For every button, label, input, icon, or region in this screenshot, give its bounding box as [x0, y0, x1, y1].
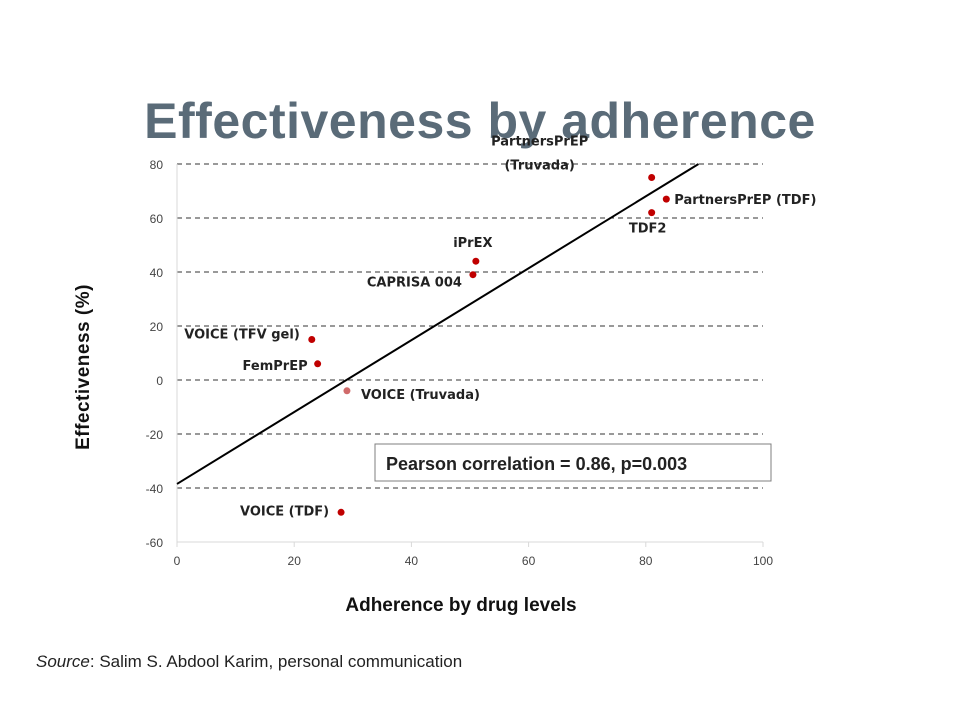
- point-label: PartnersPrEP (Truvada): [491, 135, 588, 174]
- data-point: [337, 508, 345, 516]
- point-label-line: (Truvada): [504, 159, 574, 174]
- x-tick-label: 60: [522, 554, 536, 568]
- data-point: [472, 257, 480, 265]
- y-axis-title: Effectiveness (%): [73, 284, 94, 450]
- x-tick-label: 20: [288, 554, 302, 568]
- x-tick-label: 100: [753, 554, 773, 568]
- point-label: FemPrEP: [243, 359, 308, 374]
- scatter-chart: 80 60 40 20 0 -20 -40 -60 0 20 40 60 80 100 PartnersP…: [73, 135, 816, 617]
- x-tick-label: 0: [174, 554, 181, 568]
- data-point: [662, 195, 670, 203]
- x-tick-label: 80: [639, 554, 653, 568]
- point-label: PartnersPrEP (TDF): [674, 193, 816, 208]
- slide-title: Effectiveness by adherence: [144, 92, 816, 149]
- y-tick-label: 80: [150, 158, 164, 172]
- y-tick-label: -20: [146, 428, 164, 442]
- source-line: Source: Salim S. Abdool Karim, personal …: [36, 652, 462, 672]
- trend-line: [176, 163, 700, 485]
- y-tick-label: -60: [146, 536, 164, 550]
- data-points: [308, 174, 670, 516]
- data-point: [648, 209, 656, 217]
- x-axis-title: Adherence by drug levels: [345, 595, 576, 616]
- data-point: [469, 271, 477, 279]
- grid-lines: [176, 163, 764, 547]
- source-label: Source: [36, 652, 90, 671]
- y-tick-label: -40: [146, 482, 164, 496]
- point-label: TDF2: [629, 222, 667, 237]
- point-label: iPrEX: [453, 236, 492, 251]
- data-point: [648, 174, 656, 181]
- point-labels: PartnersPrEP (Truvada) PartnersPrEP (TDF) T…: [184, 135, 816, 520]
- point-label: CAPRISA 004: [367, 276, 462, 291]
- correlation-text: Pearson correlation = 0.86, p=0.003: [386, 454, 687, 474]
- source-text: : Salim S. Abdool Karim, personal commun…: [89, 652, 463, 671]
- y-tick-label: 40: [150, 266, 164, 280]
- point-label: VOICE (Truvada): [361, 388, 480, 403]
- correlation-box-frame: [374, 443, 772, 482]
- y-tick-label: 20: [150, 320, 164, 334]
- data-point: [343, 387, 351, 395]
- point-label: VOICE (TFV gel): [184, 328, 299, 343]
- correlation-box: Pearson correlation = 0.86, p=0.003: [374, 443, 772, 482]
- y-tick-label: 60: [150, 212, 164, 226]
- data-point: [314, 360, 322, 368]
- y-tick-label: 0: [156, 374, 163, 388]
- point-label-line: PartnersPrEP: [491, 135, 588, 150]
- data-point: [308, 336, 316, 343]
- x-tick-label: 40: [405, 554, 419, 568]
- point-label: VOICE (TDF): [240, 504, 329, 519]
- tick-labels: 80 60 40 20 0 -20 -40 -60 0 20 40 60 80 100: [146, 158, 774, 568]
